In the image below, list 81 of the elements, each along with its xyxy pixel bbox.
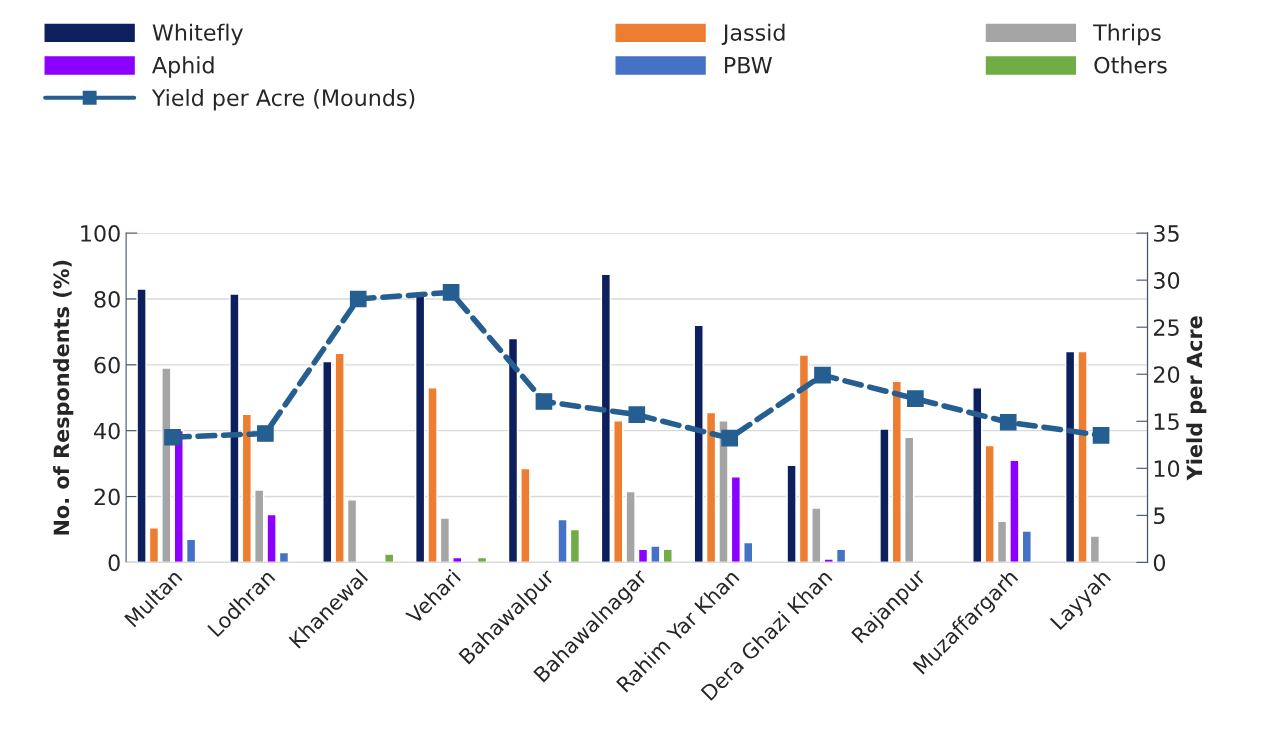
y-tick-label: 60 [94,356,120,374]
y2-tick-label: 25 [1154,319,1179,336]
bar [879,428,890,563]
point [164,428,181,446]
bar [891,380,902,563]
legend-label: Aphid [152,56,214,78]
legend-label: PBW [725,57,772,74]
point [907,390,924,408]
point [257,425,274,442]
point [535,393,553,410]
bar [346,499,358,563]
point [442,284,460,301]
y2-axis-title: Yield per Acre [1186,316,1207,481]
y-axis-title: No. of Respondents (%) [53,260,74,535]
bar [904,436,915,563]
bar [786,464,797,563]
bar [730,476,742,563]
bar [148,527,160,563]
bar [1064,350,1076,563]
bar [662,548,673,563]
bar [811,507,822,563]
point [628,406,646,424]
bar [705,411,717,563]
bar [996,520,1008,563]
bar [241,413,252,563]
y-tick-label: 0 [108,554,120,572]
legend-label: Jassid [721,23,785,46]
y2-tick-label: 15 [1154,413,1179,431]
y2-tick-label: 35 [1154,225,1179,242]
bar [278,551,290,563]
y-tick-label: 80 [94,290,120,308]
bar [743,541,754,563]
bar [1021,530,1032,563]
legend-label: Thrips [1093,23,1161,46]
bar [972,387,983,563]
bar [322,360,333,563]
bar [266,513,277,563]
bar [161,367,172,563]
bar [625,490,636,563]
bar [520,467,531,563]
bar [334,352,345,563]
y-tick-label: 40 [94,422,120,440]
bar [600,273,612,563]
bar [557,518,568,563]
y2-tick-label: 10 [1154,460,1180,478]
bar [414,294,426,563]
bar [384,553,395,563]
bar [569,528,581,563]
bar [229,293,240,563]
bar [185,538,197,563]
point [349,290,367,308]
y2-tick-label: 5 [1154,507,1165,525]
point [721,429,738,447]
y-tick-label: 20 [94,488,120,506]
bar [835,548,847,563]
legend-label: Others [1094,56,1167,74]
point [1092,427,1110,444]
y2-tick-label: 0 [1153,554,1166,572]
bar [254,489,265,563]
y-tick-label: 100 [81,225,120,242]
bar [798,354,810,563]
bar [136,288,147,563]
y2-tick-label: 20 [1154,366,1180,383]
bar [439,517,451,563]
bar [823,558,834,563]
bar [1009,459,1020,563]
bar [693,324,704,563]
point [814,366,831,384]
y2-tick-label: 30 [1154,272,1180,289]
point [999,413,1017,431]
bar [427,387,438,563]
bar [637,548,649,563]
legend-label: Yield per Acre (Mounds) [151,88,415,111]
bar [984,444,995,563]
bar [613,420,624,563]
bar [1089,535,1101,563]
bar [1077,350,1088,563]
legend-label: Whitefly [152,23,243,46]
bar [718,420,729,563]
bar [507,337,519,563]
bar [650,545,661,563]
